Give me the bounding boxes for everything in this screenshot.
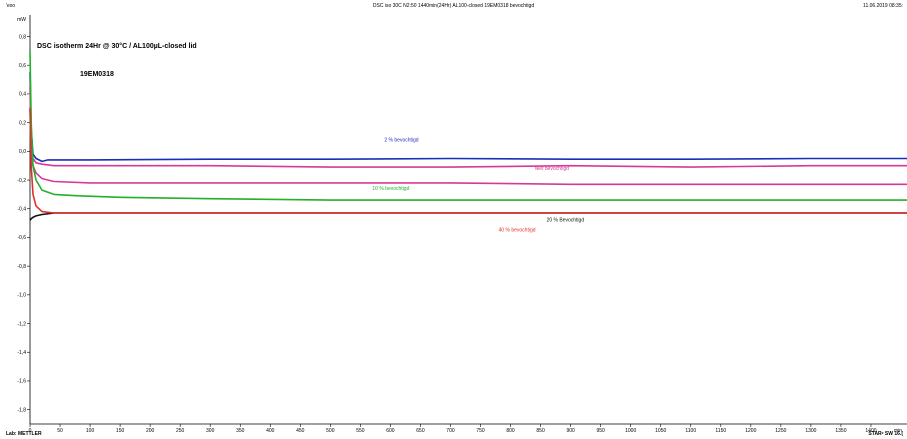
- software-label: STARᵉ SW 16.(: [868, 431, 903, 437]
- y-tick-label: -0,8: [17, 264, 26, 270]
- y-tick-label: -1,8: [17, 407, 26, 413]
- x-tick-label: 650: [416, 428, 425, 434]
- y-tick-label: 0,2: [19, 120, 26, 126]
- series-annotation-2: Niet bevochtigd: [535, 166, 570, 172]
- series-annotation-4: 20 % Bevochtigd: [547, 218, 585, 224]
- series-line-4: [29, 50, 907, 201]
- y-tick-label: -0,6: [17, 235, 26, 241]
- chart-labels: DSC isotherm 24Hr @ 30°C / AL100µL-close…: [37, 42, 584, 234]
- x-tick-label: 1050: [655, 428, 666, 434]
- x-tick-label: 350: [236, 428, 245, 434]
- lab-label: Lab: METTLER: [6, 431, 42, 437]
- x-tick-label: 400: [266, 428, 275, 434]
- x-tick-label: 1300: [805, 428, 816, 434]
- x-tick-label: 1150: [715, 428, 726, 434]
- x-tick-label: 950: [596, 428, 605, 434]
- y-tick-label: 0,0: [19, 149, 26, 155]
- x-tick-label: 300: [206, 428, 215, 434]
- x-tick-label: 1350: [835, 428, 846, 434]
- chart-series: [29, 50, 907, 221]
- window-title: DSC iso 30C N2:50 1440min(24Hr) AL100-cl…: [372, 3, 535, 9]
- x-tick-label: 1200: [745, 428, 756, 434]
- series-line-5: [29, 212, 907, 221]
- x-tick-label: 450: [296, 428, 305, 434]
- x-tick-label: 50: [57, 428, 63, 434]
- x-tick-label: 500: [326, 428, 335, 434]
- series-line-3: [29, 86, 907, 186]
- series-line-1: [29, 72, 907, 163]
- x-axis-unit: min: [894, 428, 902, 434]
- y-tick-label: -0,2: [17, 178, 26, 184]
- x-tick-label: 850: [536, 428, 545, 434]
- y-tick-label: -1,6: [17, 379, 26, 385]
- series-annotation-1: 2 % bevochtigd: [384, 137, 418, 143]
- chart-subtitle: 19EM0318: [80, 71, 114, 78]
- window-title-left: 'exo: [6, 3, 16, 9]
- x-tick-label: 200: [146, 428, 155, 434]
- x-tick-label: 1100: [685, 428, 696, 434]
- chart-axes: 0,8 0,6 0,4 0,2 0,0 -0,2 -0,4 -0,6 -0,8 -1,0 -1,2 -…: [17, 15, 907, 434]
- x-tick-label: 0: [29, 428, 32, 434]
- x-tick-label: 800: [506, 428, 515, 434]
- x-tick-label: 1400: [865, 428, 876, 434]
- y-axis-unit: mW: [17, 17, 26, 23]
- series-annotation-5: 40 % bevochtigd: [499, 228, 536, 234]
- y-tick-label: -1,2: [17, 321, 26, 327]
- y-tick-label: 0,6: [19, 63, 26, 69]
- x-tick-label: 250: [176, 428, 185, 434]
- y-tick-label: -1,0: [17, 293, 26, 299]
- y-tick-label: 0,8: [19, 34, 26, 40]
- x-tick-label: 900: [566, 428, 575, 434]
- x-tick-label: 550: [356, 428, 365, 434]
- chart-title: DSC isotherm 24Hr @ 30°C / AL100µL-close…: [37, 42, 197, 50]
- x-tick-label: 1250: [775, 428, 786, 434]
- x-tick-label: 600: [386, 428, 395, 434]
- series-annotation-3: 10 % bevochtigd: [372, 186, 409, 192]
- y-tick-label: -1,4: [17, 350, 26, 356]
- x-tick-label: 150: [116, 428, 125, 434]
- y-tick-label: 0,4: [19, 92, 26, 98]
- y-tick-label: -0,4: [17, 207, 26, 213]
- x-tick-label: 1000: [625, 428, 636, 434]
- series-line-6: [29, 108, 907, 214]
- timestamp: 11.06.2019 08:35:: [863, 3, 903, 9]
- x-tick-label: 700: [446, 428, 455, 434]
- x-tick-label: 100: [86, 428, 95, 434]
- x-tick-label: 750: [476, 428, 485, 434]
